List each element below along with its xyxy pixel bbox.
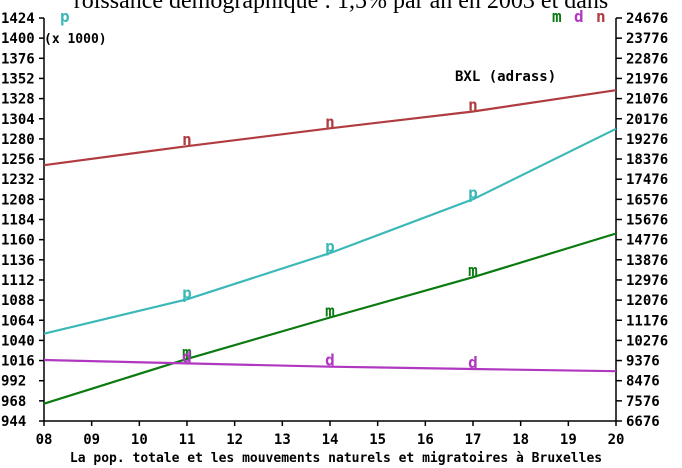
right-tick-label: 9376 — [626, 354, 660, 370]
left-tick-label: 1280 — [1, 132, 35, 148]
series-marker-d: d — [468, 353, 478, 372]
series-line-d — [43, 358, 617, 373]
left-tick-label: 968 — [1, 394, 26, 410]
left-tick-label: 1424 — [1, 11, 35, 27]
right-tick-label: 18376 — [626, 152, 668, 168]
x-tick-label: 20 — [608, 432, 625, 448]
right-tick-label: 21976 — [626, 71, 668, 87]
right-tick-label: 19276 — [626, 132, 668, 148]
right-tick-label: 23776 — [626, 31, 668, 47]
page-heading-fragment: roissance démographique : 1,5% par an en… — [73, 0, 609, 14]
left-axis-label: p — [60, 7, 70, 26]
x-tick-label: 12 — [226, 432, 243, 448]
series-line-m — [43, 232, 617, 405]
series-marker-p: p — [325, 237, 335, 256]
left-tick-label: 1328 — [1, 92, 35, 108]
right-tick-label: 6676 — [626, 414, 660, 430]
x-tick-label: 14 — [322, 432, 339, 448]
x-tick-label: 13 — [274, 432, 291, 448]
right-tick-label: 17476 — [626, 172, 668, 188]
right-tick-label: 24676 — [626, 11, 668, 27]
series-marker-m: m — [468, 261, 478, 280]
right-tick-label: 20176 — [626, 112, 668, 128]
series-marker-n: n — [468, 95, 478, 114]
left-tick-label: 1256 — [1, 152, 35, 168]
left-tick-label: 1232 — [1, 172, 35, 188]
left-tick-label: 992 — [1, 374, 26, 390]
right-tick-label: 21076 — [626, 92, 668, 108]
right-tick-label: 22876 — [626, 51, 668, 67]
axes: 1424140013761352132813041280125612321208… — [1, 11, 668, 448]
left-tick-label: 1016 — [1, 354, 35, 370]
left-tick-label: 1304 — [1, 112, 35, 128]
series-marker-p: p — [182, 283, 192, 302]
series-line-p — [43, 127, 617, 335]
left-axis-unit: (x 1000) — [44, 32, 107, 47]
x-tick-label: 08 — [36, 432, 53, 448]
axis-labels: p (x 1000) BXL (adrass) La pop. totale e… — [44, 7, 602, 466]
x-tick-label: 09 — [83, 432, 100, 448]
left-tick-label: 1376 — [1, 51, 35, 67]
left-tick-label: 1064 — [1, 313, 35, 329]
chart-annotation: BXL (adrass) — [455, 69, 556, 85]
left-tick-label: 944 — [1, 414, 26, 430]
left-tick-label: 1040 — [1, 333, 35, 349]
right-tick-label: 8476 — [626, 374, 660, 390]
legend-label-m: m — [552, 7, 562, 26]
right-tick-label: 14776 — [626, 233, 668, 249]
legend-label-n: n — [596, 7, 606, 26]
x-tick-label: 19 — [560, 432, 577, 448]
x-tick-label: 16 — [417, 432, 434, 448]
right-tick-label: 13876 — [626, 253, 668, 269]
left-tick-label: 1112 — [1, 273, 35, 289]
left-tick-label: 1136 — [1, 253, 35, 269]
left-tick-label: 1400 — [1, 31, 35, 47]
left-tick-label: 1208 — [1, 192, 35, 208]
series-line-n — [43, 89, 617, 167]
series-marker-p: p — [468, 183, 478, 202]
right-tick-label: 10276 — [626, 333, 668, 349]
x-tick-label: 11 — [179, 432, 196, 448]
left-tick-label: 1160 — [1, 233, 35, 249]
series-marker-d: d — [325, 351, 335, 370]
x-tick-label: 17 — [465, 432, 482, 448]
right-tick-label: 15676 — [626, 213, 668, 229]
right-tick-label: 7576 — [626, 394, 660, 410]
series-marker-n: n — [325, 112, 335, 131]
right-tick-label: 12076 — [626, 293, 668, 309]
series-marker-m: m — [182, 343, 192, 362]
x-tick-label: 15 — [369, 432, 386, 448]
series-marker-n: n — [182, 130, 192, 149]
right-tick-label: 12976 — [626, 273, 668, 289]
x-tick-label: 10 — [131, 432, 148, 448]
left-tick-label: 1088 — [1, 293, 35, 309]
legend-label-d: d — [574, 7, 584, 26]
x-tick-label: 18 — [512, 432, 529, 448]
right-tick-label: 11176 — [626, 313, 668, 329]
right-tick-label: 16576 — [626, 192, 668, 208]
series-marker-d: d — [182, 347, 192, 366]
left-tick-label: 1352 — [1, 71, 35, 87]
x-axis-title: La pop. totale et les mouvements naturel… — [70, 451, 602, 466]
series-marker-m: m — [325, 301, 335, 320]
left-tick-label: 1184 — [1, 213, 35, 229]
